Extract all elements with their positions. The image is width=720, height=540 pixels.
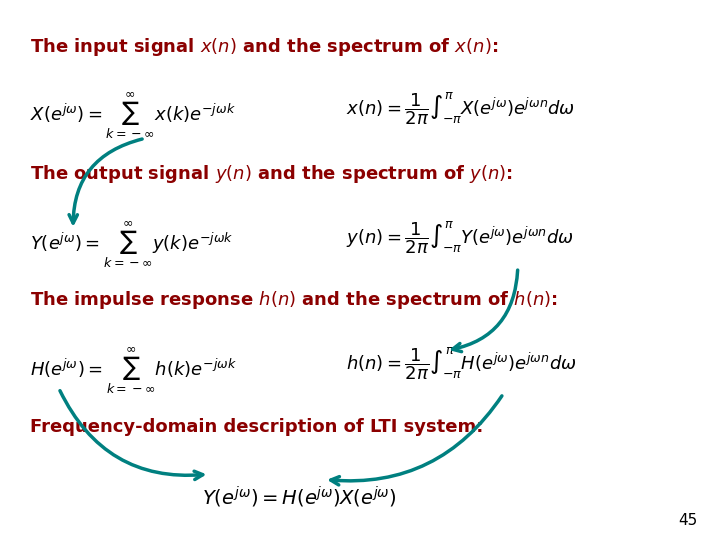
Text: The impulse response $h(n)$ and the spectrum of $h(n)$:: The impulse response $h(n)$ and the spec… [30,289,558,311]
Text: The output signal $y(n)$ and the spectrum of $y(n)$:: The output signal $y(n)$ and the spectru… [30,163,513,185]
Text: 45: 45 [678,513,697,528]
Text: $Y(e^{j\omega}) = H(e^{j\omega})X(e^{j\omega})$: $Y(e^{j\omega}) = H(e^{j\omega})X(e^{j\o… [202,485,397,510]
Text: $H(e^{j\omega}) = \sum_{k=-\infty}^{\infty} h(k)e^{-j\omega k}$: $H(e^{j\omega}) = \sum_{k=-\infty}^{\inf… [30,345,237,396]
Text: $h(n) = \dfrac{1}{2\pi}\int_{-\pi}^{\pi} H(e^{j\omega})e^{j\omega n}d\omega$: $h(n) = \dfrac{1}{2\pi}\int_{-\pi}^{\pi}… [346,345,577,382]
Text: $X(e^{j\omega}) = \sum_{k=-\infty}^{\infty} x(k)e^{-j\omega k}$: $X(e^{j\omega}) = \sum_{k=-\infty}^{\inf… [30,90,236,141]
Text: Frequency-domain description of LTI system:: Frequency-domain description of LTI syst… [30,418,483,436]
Text: $y(n) = \dfrac{1}{2\pi}\int_{-\pi}^{\pi} Y(e^{j\omega})e^{j\omega n}d\omega$: $y(n) = \dfrac{1}{2\pi}\int_{-\pi}^{\pi}… [346,219,574,256]
Text: $Y(e^{j\omega}) = \sum_{k=-\infty}^{\infty} y(k)e^{-j\omega k}$: $Y(e^{j\omega}) = \sum_{k=-\infty}^{\inf… [30,219,234,270]
Text: The input signal $x(n)$ and the spectrum of $x(n)$:: The input signal $x(n)$ and the spectrum… [30,36,498,58]
Text: $x(n) = \dfrac{1}{2\pi}\int_{-\pi}^{\pi} X(e^{j\omega})e^{j\omega n}d\omega$: $x(n) = \dfrac{1}{2\pi}\int_{-\pi}^{\pi}… [346,90,575,127]
